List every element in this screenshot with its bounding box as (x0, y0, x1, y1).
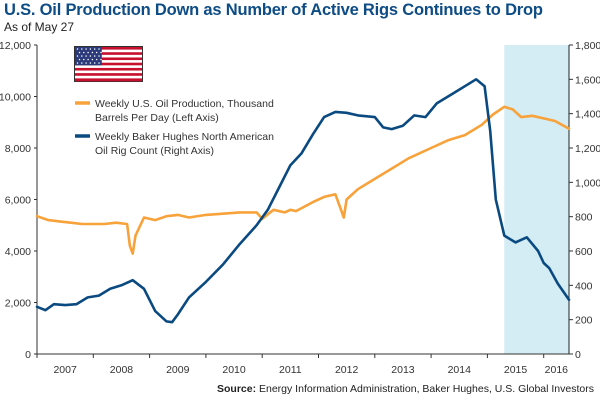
x-tick-label: 2013 (391, 364, 415, 376)
flag-star (93, 48, 96, 50)
flag-stripe (75, 78, 142, 82)
flag-star (98, 48, 100, 50)
flag-star (85, 62, 87, 64)
x-tick-label: 2008 (110, 364, 134, 376)
x-tick-label: 2007 (53, 364, 77, 376)
flag-star (89, 48, 92, 50)
right-tick-label: 200 (575, 315, 593, 327)
x-tick-label: 2010 (222, 364, 246, 376)
x-tick-label: 2009 (166, 364, 190, 376)
left-tick-label: 6,000 (5, 195, 31, 207)
source-text: Energy Information Administration, Baker… (256, 383, 594, 395)
right-tick-label: 0 (575, 349, 581, 361)
source-label: Source: (216, 383, 257, 395)
flag-star (95, 51, 98, 54)
flag-star (87, 51, 89, 54)
chart-title: U.S. Oil Production Down as Number of Ac… (4, 1, 543, 19)
flag-star (91, 58, 94, 61)
flag-stripe (75, 73, 142, 77)
right-tick-label: 1,400 (575, 109, 600, 121)
right-tick-label: 600 (575, 246, 593, 258)
chart-subtitle: As of May 27 (4, 20, 75, 34)
legend-label-rigs-line1: Weekly Baker Hughes North American (95, 131, 274, 143)
flag-star (83, 58, 85, 61)
right-tick-label: 1,200 (575, 143, 600, 155)
flag-stripe (75, 75, 142, 79)
flag-star (93, 62, 96, 64)
left-tick-label: 4,000 (5, 246, 31, 258)
flag-stripe (75, 47, 142, 50)
flag-star (76, 55, 79, 57)
flag-stripe (75, 54, 142, 58)
x-tick-label: 2015 (504, 364, 528, 376)
flag-canton (75, 47, 102, 66)
flag-star (93, 55, 96, 57)
x-tick-label: 2011 (279, 364, 302, 376)
right-tick-label: 400 (575, 280, 593, 292)
left-tick-label: 10,000 (0, 92, 31, 104)
x-tick-label: 2014 (448, 364, 472, 376)
flag-star (85, 48, 87, 50)
flag-star (100, 58, 102, 61)
series-oil-production-line (35, 105, 571, 255)
left-tick-label: 8,000 (5, 143, 31, 155)
shaded-region (504, 45, 569, 354)
flag-star (78, 51, 81, 54)
legend-label-oil-line1: Weekly U.S. Oil Production, Thousand (95, 98, 274, 110)
left-tick-label: 0 (25, 349, 31, 361)
right-tick-label: 1,800 (575, 40, 600, 52)
right-tick-label: 1,600 (575, 74, 600, 86)
series-rig-count-line (35, 78, 571, 324)
x-tick-label: 2012 (335, 364, 359, 376)
flag-star (81, 48, 83, 50)
right-tick-label: 800 (575, 212, 593, 224)
flag-stripe (75, 70, 142, 74)
legend-label-rigs-line2: Oil Rig Count (Right Axis) (95, 145, 214, 157)
flag-star (91, 51, 94, 54)
flag-stripe (75, 62, 142, 66)
flag-stripe (75, 67, 142, 71)
flag-stripe (75, 49, 142, 53)
flag-star (89, 55, 92, 57)
flag-stripe (75, 52, 142, 56)
right-tick-label: 1,000 (575, 177, 600, 189)
flag-stripe (75, 65, 142, 69)
flag-star (98, 55, 100, 57)
flag-star (81, 55, 83, 57)
legend: Weekly U.S. Oil Production, Thousand Bar… (75, 98, 274, 157)
flag-star (100, 51, 102, 54)
left-tick-label: 12,000 (0, 40, 31, 52)
left-tick-label: 2,000 (5, 298, 31, 310)
flag-star (81, 62, 83, 64)
flag-star (89, 62, 92, 64)
flag-star (98, 62, 100, 64)
flag-star (85, 55, 87, 57)
flag-stripe (75, 57, 142, 61)
flag-star (76, 48, 79, 50)
flag-star (78, 58, 81, 61)
us-flag-icon (74, 46, 143, 82)
flag-star (83, 51, 85, 54)
x-tick-label: 2016 (545, 364, 569, 376)
legend-label-oil-line2: Barrels Per Day (Left Axis) (95, 112, 219, 124)
flag-star (76, 62, 79, 64)
flag-star (95, 58, 98, 61)
flag-stripe (75, 60, 142, 63)
flag-star (87, 58, 89, 61)
source-note: Source: Energy Information Administratio… (217, 383, 594, 395)
